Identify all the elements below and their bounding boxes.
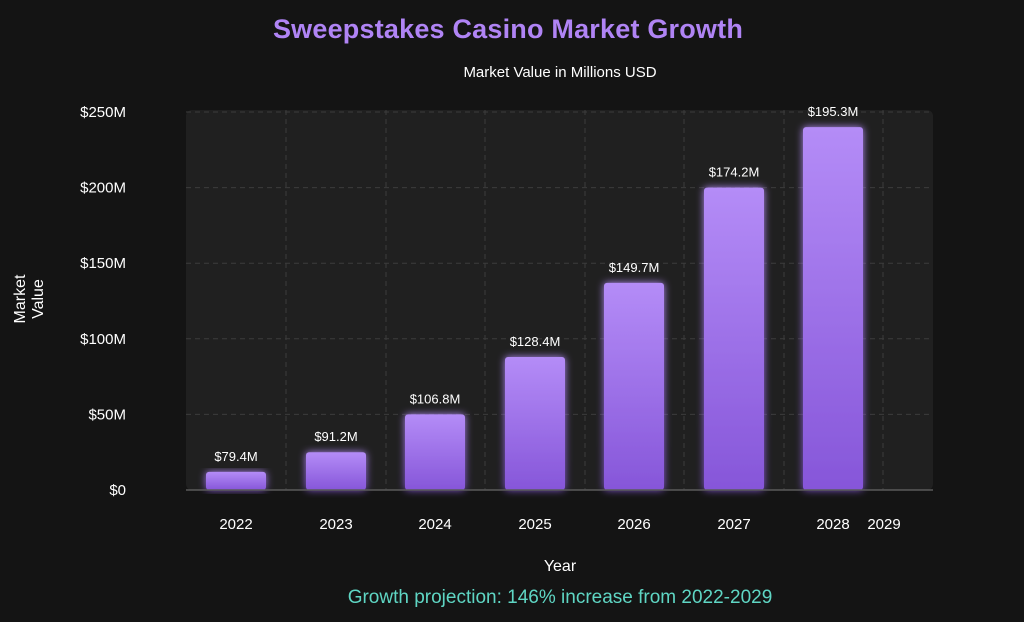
y-tick-label: $250M [80, 104, 126, 121]
bar-2022 [206, 471, 266, 490]
x-tick-label: 2024 [418, 516, 451, 533]
y-tick-label: $100M [80, 331, 126, 348]
bar-2027 [704, 187, 764, 490]
data-label-2027: $174.2M [709, 165, 760, 180]
y-tick-label: $200M [80, 180, 126, 197]
growth-footnote: Growth projection: 146% increase from 20… [347, 587, 773, 608]
data-label-2024: $106.8M [410, 391, 461, 406]
x-tick-label: 2026 [617, 516, 650, 533]
data-label-2022: $79.4M [214, 449, 257, 464]
x-tick-label: 2028 [816, 516, 849, 533]
data-label-2028: $195.3M [808, 104, 859, 119]
x-tick-label: 2025 [518, 516, 551, 533]
y-tick-label: $150M [80, 255, 126, 272]
bar-2026 [604, 282, 664, 490]
chart-subtitle: Market Value in Millions USD [463, 64, 657, 81]
bar-2028 [803, 127, 863, 491]
x-tick-label: 2022 [219, 516, 252, 533]
y-tick-label: $0 [109, 482, 126, 499]
x-axis-label: Year [543, 558, 577, 575]
x-tick-label: 2023 [319, 516, 352, 533]
data-label-2023: $91.2M [314, 429, 357, 444]
bar-2023 [306, 452, 366, 490]
data-label-2026: $149.7M [609, 260, 660, 275]
chart-title: Sweepstakes Casino Market Growth [272, 14, 744, 44]
x-tick-label: 2029 [867, 516, 900, 533]
y-tick-label: $50M [88, 406, 126, 423]
data-label-2025: $128.4M [510, 334, 561, 349]
x-tick-label: 2027 [717, 516, 750, 533]
bar-2024 [405, 414, 465, 490]
bar-2025 [505, 356, 565, 490]
